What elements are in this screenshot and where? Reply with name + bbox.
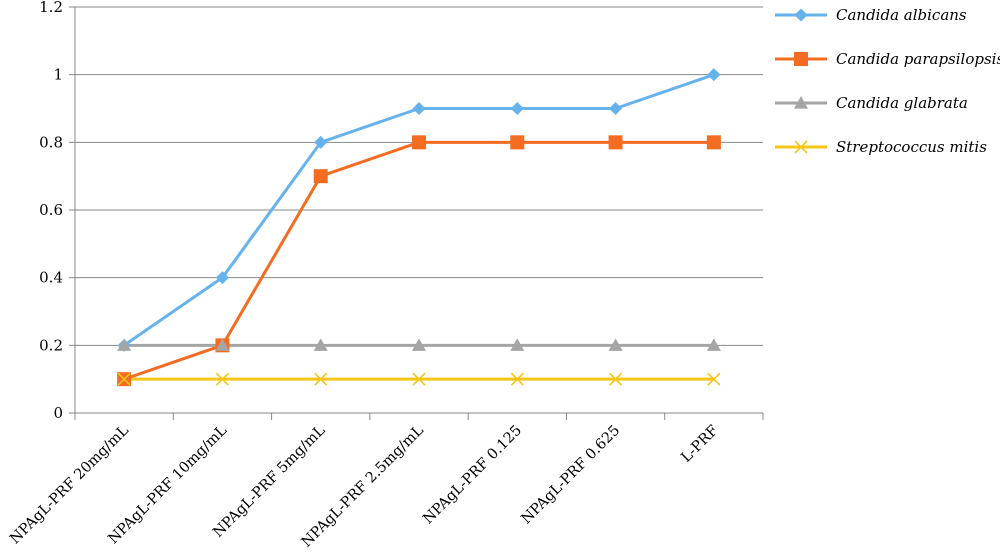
series-markers-group [117,338,721,351]
legend-label: Candida glabrata [836,94,968,112]
data-point [706,135,721,150]
data-point [215,372,229,386]
data-point [707,372,721,386]
data-point [313,338,328,351]
data-point [412,135,426,150]
data-point [117,372,131,386]
y-tick-label: 0.8 [39,133,63,151]
data-point [609,102,623,115]
data-point [608,135,623,150]
gridlines [75,6,763,346]
data-point [314,135,328,149]
legend-label: Candida albicans [836,6,967,24]
data-point [215,338,230,351]
y-axis-ticks: 0 0.2 0.4 0.6 0.8 1 1.2 [39,0,75,422]
data-point [314,372,328,386]
data-point [412,102,426,115]
series-markers [117,68,721,387]
legend-swatch-marker [794,52,808,66]
x-category-label: NPAgL-PRF 5mg/mL [210,422,329,541]
x-category-label: NPAgL-PRF 0.125 [420,423,525,528]
legend: Candida albicans Candida parapsilopsis Can… [775,6,1000,156]
series-lines [123,73,715,381]
data-point [608,338,623,351]
legend-label: Streptococcus mitis [836,138,987,156]
y-tick-label: 1.2 [39,0,63,16]
data-point [117,338,132,351]
legend-swatch-marker [794,96,808,109]
y-tick-label: 0.4 [39,269,63,287]
data-point [510,338,525,351]
y-tick-label: 0.6 [39,201,63,219]
legend-item: Candida albicans [775,6,967,24]
legend-label: Candida parapsilopsis [836,50,1000,68]
data-point [313,169,328,184]
data-point [215,271,229,285]
y-tick-label: 0 [53,404,63,422]
data-point [706,338,721,351]
x-category-label: NPAgL-PRF 0.625 [519,423,624,528]
data-point [412,338,426,351]
data-point [707,68,721,82]
data-point [510,102,524,115]
data-point [412,372,426,386]
data-point [510,135,525,150]
y-tick-label: 0.2 [39,336,63,354]
legend-item: Candida parapsilopsis [775,50,1000,68]
legend-item: Candida glabrata [775,94,968,112]
data-point [510,372,524,386]
series-markers-group [117,68,721,352]
legend-swatch-marker [794,8,808,22]
legend-swatch-marker [794,140,808,154]
x-category-label: L-PRF [678,423,721,466]
legend-item: Streptococcus mitis [775,138,987,156]
y-tick-label: 1 [53,66,63,84]
series-markers-group [117,372,721,386]
data-point [609,372,623,386]
